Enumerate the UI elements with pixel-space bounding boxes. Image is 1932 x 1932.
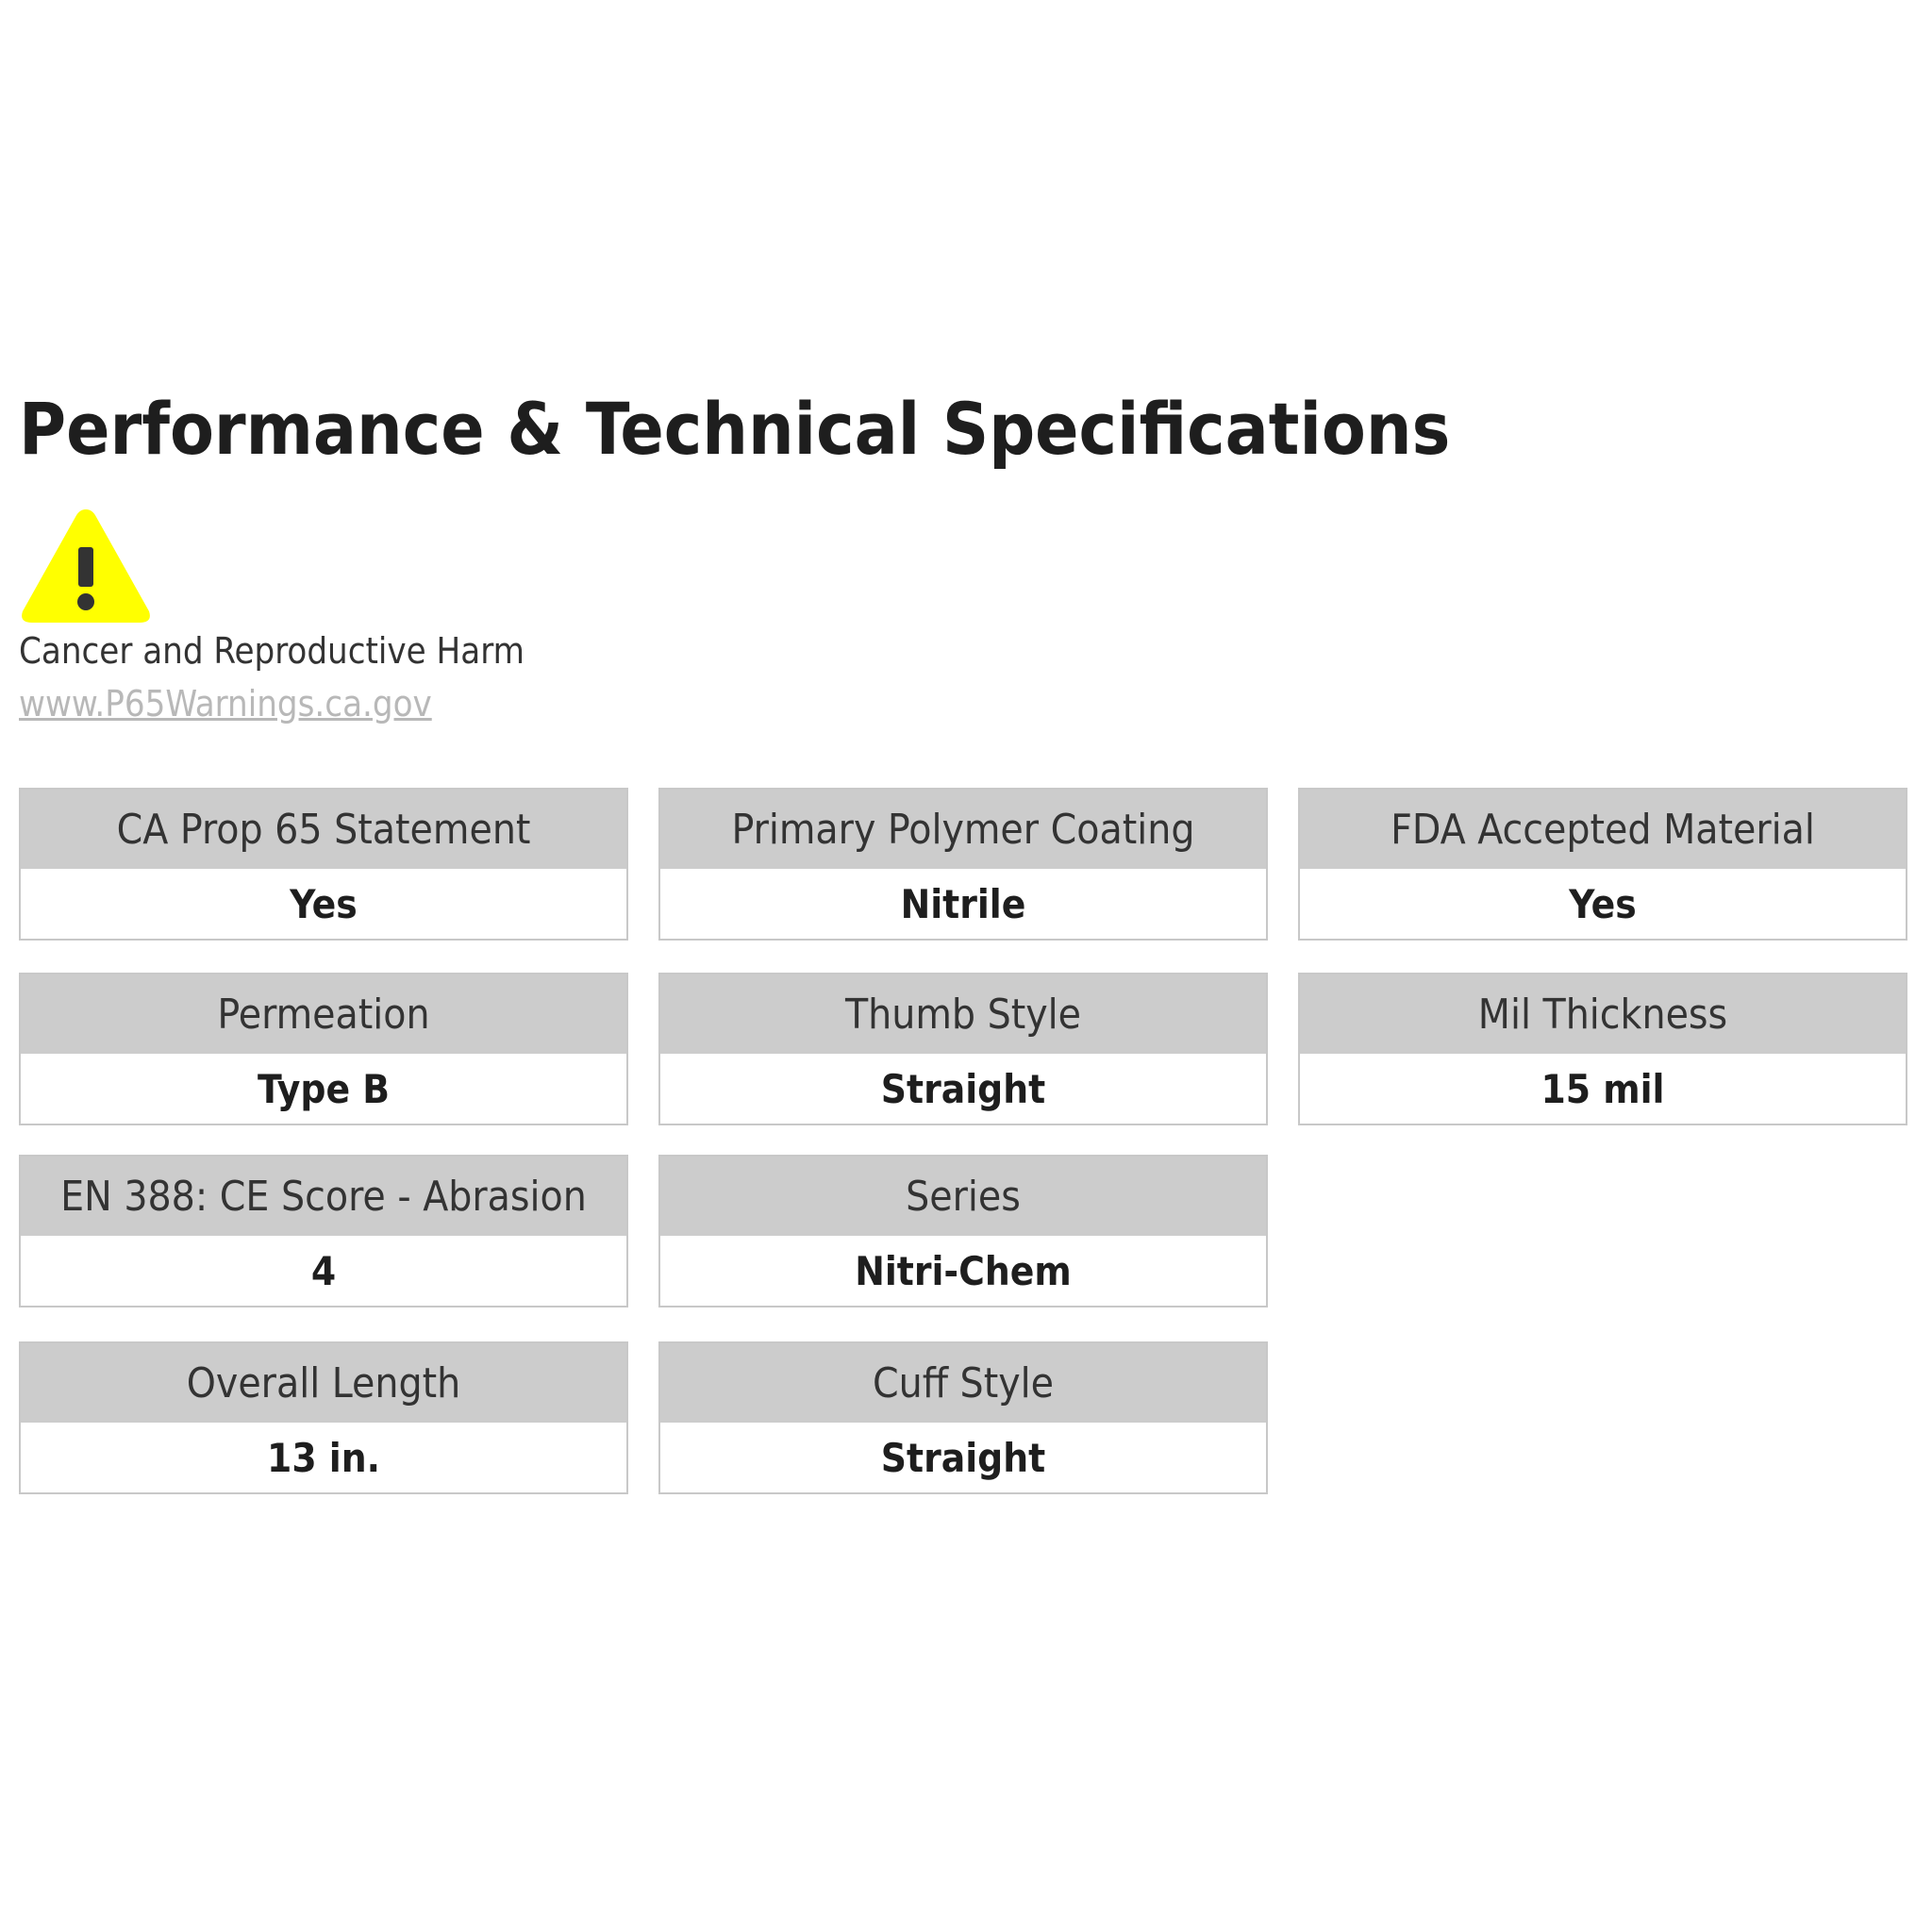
spec-value: 4: [310, 1247, 337, 1294]
spec-value: Yes: [1569, 880, 1637, 927]
spec-label: EN 388: CE Score - Abrasion: [21, 1157, 626, 1236]
spec-label: Thumb Style: [660, 974, 1266, 1054]
spec-label: Primary Polymer Coating: [660, 790, 1266, 869]
spec-card: Permeation Type B: [19, 973, 628, 1125]
warning-text: Cancer and Reproductive Harm: [19, 630, 525, 672]
spec-value: Straight: [880, 1065, 1046, 1112]
spec-card: FDA Accepted Material Yes: [1298, 788, 1907, 941]
spec-value: Nitrile: [900, 880, 1026, 927]
spec-card: Primary Polymer Coating Nitrile: [658, 788, 1268, 941]
spec-card: EN 388: CE Score - Abrasion 4: [19, 1155, 628, 1307]
spec-label: Overall Length: [21, 1343, 626, 1423]
spec-value: 15 mil: [1541, 1065, 1665, 1112]
spec-card: Thumb Style Straight: [658, 973, 1268, 1125]
spec-label: CA Prop 65 Statement: [21, 790, 626, 869]
spec-value: Nitri-Chem: [855, 1247, 1072, 1294]
spec-card: CA Prop 65 Statement Yes: [19, 788, 628, 941]
spec-value: Yes: [290, 880, 358, 927]
spec-label: Mil Thickness: [1300, 974, 1906, 1054]
spec-card: Mil Thickness 15 mil: [1298, 973, 1907, 1125]
page-title: Performance & Technical Specifications: [19, 387, 1451, 471]
spec-card: Overall Length 13 in.: [19, 1341, 628, 1494]
warning-triangle-icon: [22, 509, 150, 623]
spec-label: Series: [660, 1157, 1266, 1236]
spec-value: 13 in.: [267, 1434, 380, 1481]
spec-card: Series Nitri-Chem: [658, 1155, 1268, 1307]
spec-value: Type B: [257, 1065, 391, 1112]
spec-label: Permeation: [21, 974, 626, 1054]
spec-value: Straight: [880, 1434, 1046, 1481]
spec-card: Cuff Style Straight: [658, 1341, 1268, 1494]
spec-label: Cuff Style: [660, 1343, 1266, 1423]
spec-label: FDA Accepted Material: [1300, 790, 1906, 869]
p65-warnings-link[interactable]: www.P65Warnings.ca.gov: [19, 683, 432, 724]
